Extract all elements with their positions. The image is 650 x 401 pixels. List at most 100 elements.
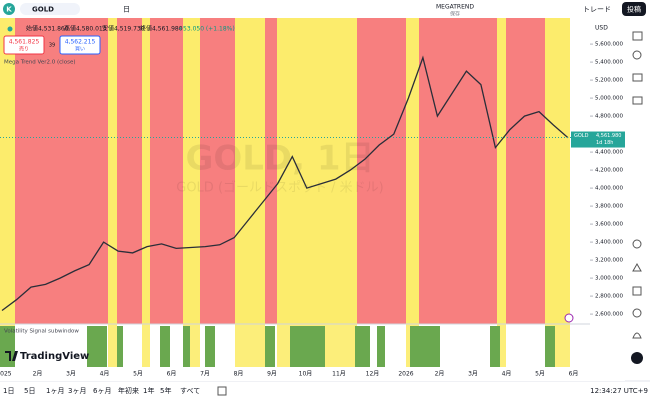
y-tick-label: 5,000.000 (595, 96, 623, 102)
range-button[interactable]: 1ヶ月 (46, 387, 64, 395)
signal-band (406, 18, 419, 324)
last-price-symbol: GOLD (574, 133, 589, 139)
y-tick-label: 5,600.000 (595, 42, 623, 48)
alert-icon[interactable] (632, 50, 642, 60)
indicator-template[interactable]: MEGATREND (436, 4, 474, 11)
avatar[interactable] (3, 3, 15, 15)
signal-band (545, 18, 570, 324)
y-tick-label: 4,200.000 (595, 168, 623, 174)
signal-band (235, 18, 265, 324)
symbol-search[interactable] (20, 3, 80, 15)
volatility-block (87, 326, 107, 367)
x-tick-label: 2026 (398, 371, 413, 378)
x-tick-label: 2月 (33, 371, 43, 378)
range-button[interactable]: 5日 (24, 387, 35, 395)
change: +53.050 (+1.18%) (178, 26, 235, 33)
range-button[interactable]: 1年 (143, 386, 154, 395)
stream-icon[interactable] (632, 308, 642, 318)
volatility-block (490, 326, 500, 367)
subwindow-band (497, 324, 506, 367)
x-tick-label: 5月 (133, 371, 143, 378)
signal-band (200, 18, 235, 324)
signal-band (497, 18, 506, 324)
ideas-icon[interactable] (632, 262, 642, 272)
last-price-box (571, 131, 625, 148)
data-icon[interactable] (632, 73, 643, 82)
range-button[interactable]: 年初来 (118, 386, 139, 395)
spread: 39 (49, 43, 55, 49)
y-tick-label: 3,000.000 (595, 276, 623, 282)
x-tick-label: 2025 (0, 371, 12, 378)
chat-icon[interactable] (632, 96, 643, 105)
range-button[interactable]: すべて (180, 387, 200, 395)
subwindow-band (506, 324, 545, 367)
ohlc-value: 始値4,531.860 (26, 25, 69, 33)
volatility-block (545, 326, 555, 367)
currency: USD (595, 25, 608, 32)
x-tick-label: 9月 (267, 371, 277, 378)
y-tick-label: 4,000.000 (595, 186, 623, 192)
price-line (1, 55, 569, 312)
replay-icon[interactable] (564, 313, 574, 323)
y-tick-label: 5,200.000 (595, 78, 623, 84)
ohlc-value: 高値4,580.013 (64, 25, 107, 33)
publish-button[interactable] (622, 2, 646, 16)
target-icon[interactable] (632, 239, 642, 249)
signal-band (357, 18, 406, 324)
signal-band (265, 18, 277, 324)
x-tick-label: 6月 (167, 371, 177, 378)
subwindow-label: Volatility Signal subwindow (4, 329, 79, 335)
x-tick-label: 5月 (535, 371, 545, 378)
goto-date-icon[interactable] (217, 386, 227, 396)
status-dot (7, 26, 13, 32)
logo: TradingView (20, 351, 89, 362)
menu-button[interactable] (631, 352, 643, 364)
notification-icon[interactable] (632, 332, 642, 339)
trade-button[interactable]: トレード (583, 6, 611, 14)
avatar-letter: K (6, 6, 12, 14)
signal-band (506, 18, 545, 324)
signal-band (108, 18, 117, 324)
subwindow-band (108, 324, 117, 367)
volatility-block (160, 326, 170, 367)
interval[interactable]: 日 (123, 6, 130, 14)
y-tick-label: 2,800.000 (595, 294, 623, 300)
ohlc-value: 終値4,561.980 (140, 25, 183, 33)
buy-label: 買い (75, 47, 85, 53)
subwindow-band (142, 324, 150, 367)
y-tick-label: 5,400.000 (595, 60, 623, 66)
x-tick-label: 4月 (502, 371, 512, 378)
bottom-bar (0, 381, 650, 401)
price-axis (590, 18, 625, 367)
volatility-block (183, 326, 190, 367)
signal-band (142, 18, 150, 324)
sell-button[interactable] (3, 35, 45, 55)
watermark-sub: GOLD (ゴールドスポット / 米ドル) (176, 180, 383, 196)
range-button[interactable]: 6ヶ月 (93, 387, 111, 395)
x-tick-label: 8月 (234, 371, 244, 378)
x-tick-label: 12月 (366, 371, 380, 378)
y-tick-label: 3,800.000 (595, 204, 623, 210)
y-tick-label: 3,400.000 (595, 240, 623, 246)
x-tick-label: 6月 (569, 371, 579, 378)
volatility-block (377, 326, 385, 367)
range-buttons: 1日 5日 1ヶ月 3ヶ月 6ヶ月 年初来 1年 5年 すべて (3, 386, 200, 395)
volatility-block (265, 326, 275, 367)
right-panel (625, 18, 650, 381)
x-tick-label: 10月 (299, 371, 313, 378)
buy-button[interactable] (59, 35, 101, 55)
time-axis (0, 367, 625, 381)
y-tick-label: 3,200.000 (595, 258, 623, 264)
calendar-icon[interactable] (632, 286, 642, 296)
range-button[interactable]: 5年 (160, 386, 171, 395)
range-button[interactable]: 1日 (3, 387, 14, 395)
volatility-block (117, 326, 123, 367)
y-tick-label: 4,800.000 (595, 114, 623, 120)
subwindow-band (235, 324, 265, 367)
last-price-value: 4,561.980 (596, 133, 621, 139)
range-button[interactable]: 3ヶ月 (68, 387, 86, 395)
watchlist-icon[interactable] (632, 31, 643, 41)
volatility-block (290, 326, 325, 367)
signal-band (0, 18, 15, 324)
